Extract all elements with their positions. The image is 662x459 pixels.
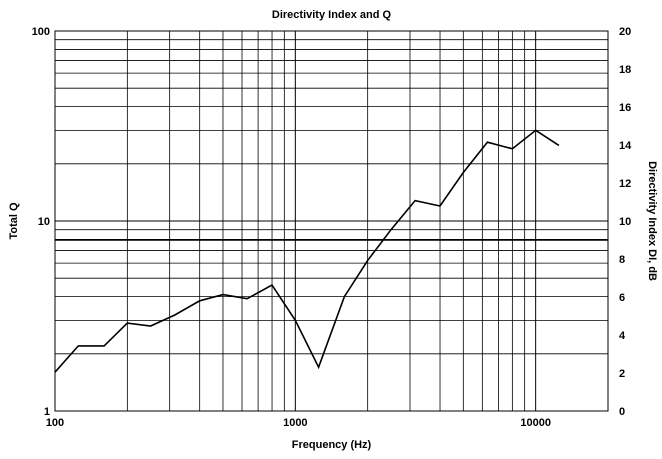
- y2-axis-label: Directivity Index DI, dB: [646, 161, 658, 281]
- y2-tick-label: 20: [619, 26, 631, 38]
- y-tick-label: 100: [32, 26, 50, 38]
- grid-lines: [55, 31, 608, 411]
- y2-tick-label: 12: [619, 178, 631, 190]
- x-tick-label: 1000: [283, 417, 307, 429]
- y2-tick-label: 4: [619, 330, 626, 342]
- plot-frame: [54, 30, 609, 412]
- x-tick-label: 100: [46, 417, 64, 429]
- x-axis-label: Frequency (Hz): [292, 439, 372, 451]
- y2-tick-label: 6: [619, 292, 625, 304]
- y2-tick-label: 14: [619, 140, 632, 152]
- y2-tick-label: 18: [619, 64, 631, 76]
- y-tick-label: 10: [38, 216, 50, 228]
- series-layer: [54, 129, 560, 373]
- y2-tick-label: 10: [619, 216, 631, 228]
- y-tick-label: 1: [44, 406, 50, 418]
- y2-tick-label: 16: [619, 102, 631, 114]
- series-line: [54, 129, 560, 373]
- x-tick-label: 10000: [520, 417, 551, 429]
- chart-title: Directivity Index and Q: [272, 9, 392, 21]
- y2-tick-label: 0: [619, 406, 625, 418]
- y2-tick-label: 8: [619, 254, 625, 266]
- y-axis-label: Total Q: [8, 202, 20, 240]
- y2-tick-label: 2: [619, 368, 625, 380]
